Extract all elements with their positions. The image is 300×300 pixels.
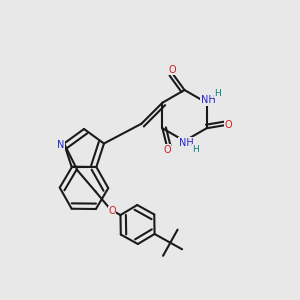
Text: O: O <box>108 206 116 216</box>
Text: H: H <box>193 145 199 154</box>
Text: NH: NH <box>201 95 215 105</box>
Text: O: O <box>224 120 232 130</box>
Text: H: H <box>214 89 221 98</box>
Text: O: O <box>163 145 171 155</box>
Text: O: O <box>169 65 176 75</box>
Text: NH: NH <box>178 137 194 148</box>
Text: N: N <box>57 140 64 150</box>
